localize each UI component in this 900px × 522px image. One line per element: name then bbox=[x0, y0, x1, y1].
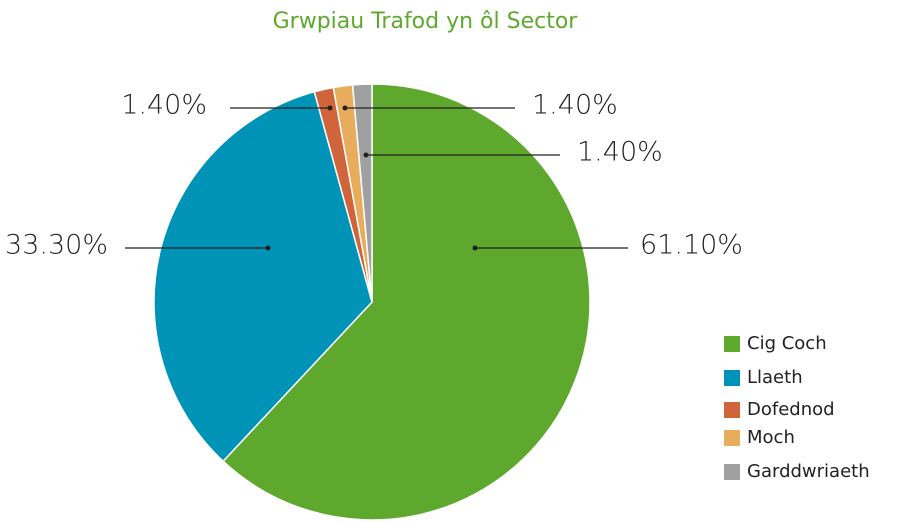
legend-label: Dofednod bbox=[747, 399, 835, 420]
legend-swatch bbox=[724, 464, 740, 480]
value-label: 33.30% bbox=[5, 230, 108, 261]
chart-title: Grwpiau Trafod yn ôl Sector bbox=[273, 9, 579, 34]
leader-dot bbox=[472, 245, 478, 251]
legend-swatch bbox=[724, 430, 740, 446]
legend-label: Garddwriaeth bbox=[747, 461, 870, 482]
leader-dot bbox=[363, 152, 369, 158]
legend-label: Cig Coch bbox=[747, 333, 827, 354]
pie-slice bbox=[222, 83, 591, 521]
legend-label: Moch bbox=[747, 427, 795, 448]
legend-swatch bbox=[724, 370, 740, 386]
leader-dot bbox=[327, 105, 333, 111]
value-label: 1.40% bbox=[532, 90, 618, 121]
leader-dot bbox=[342, 105, 348, 111]
legend-swatch bbox=[724, 402, 740, 418]
pie-slice bbox=[153, 90, 373, 463]
leader-dot bbox=[265, 245, 271, 251]
legend-swatch bbox=[724, 336, 740, 352]
value-label: 61.10% bbox=[640, 230, 743, 261]
value-label: 1.40% bbox=[121, 90, 207, 121]
value-label: 1.40% bbox=[577, 137, 663, 168]
pie-slice bbox=[351, 83, 373, 303]
legend-label: Llaeth bbox=[747, 367, 803, 388]
